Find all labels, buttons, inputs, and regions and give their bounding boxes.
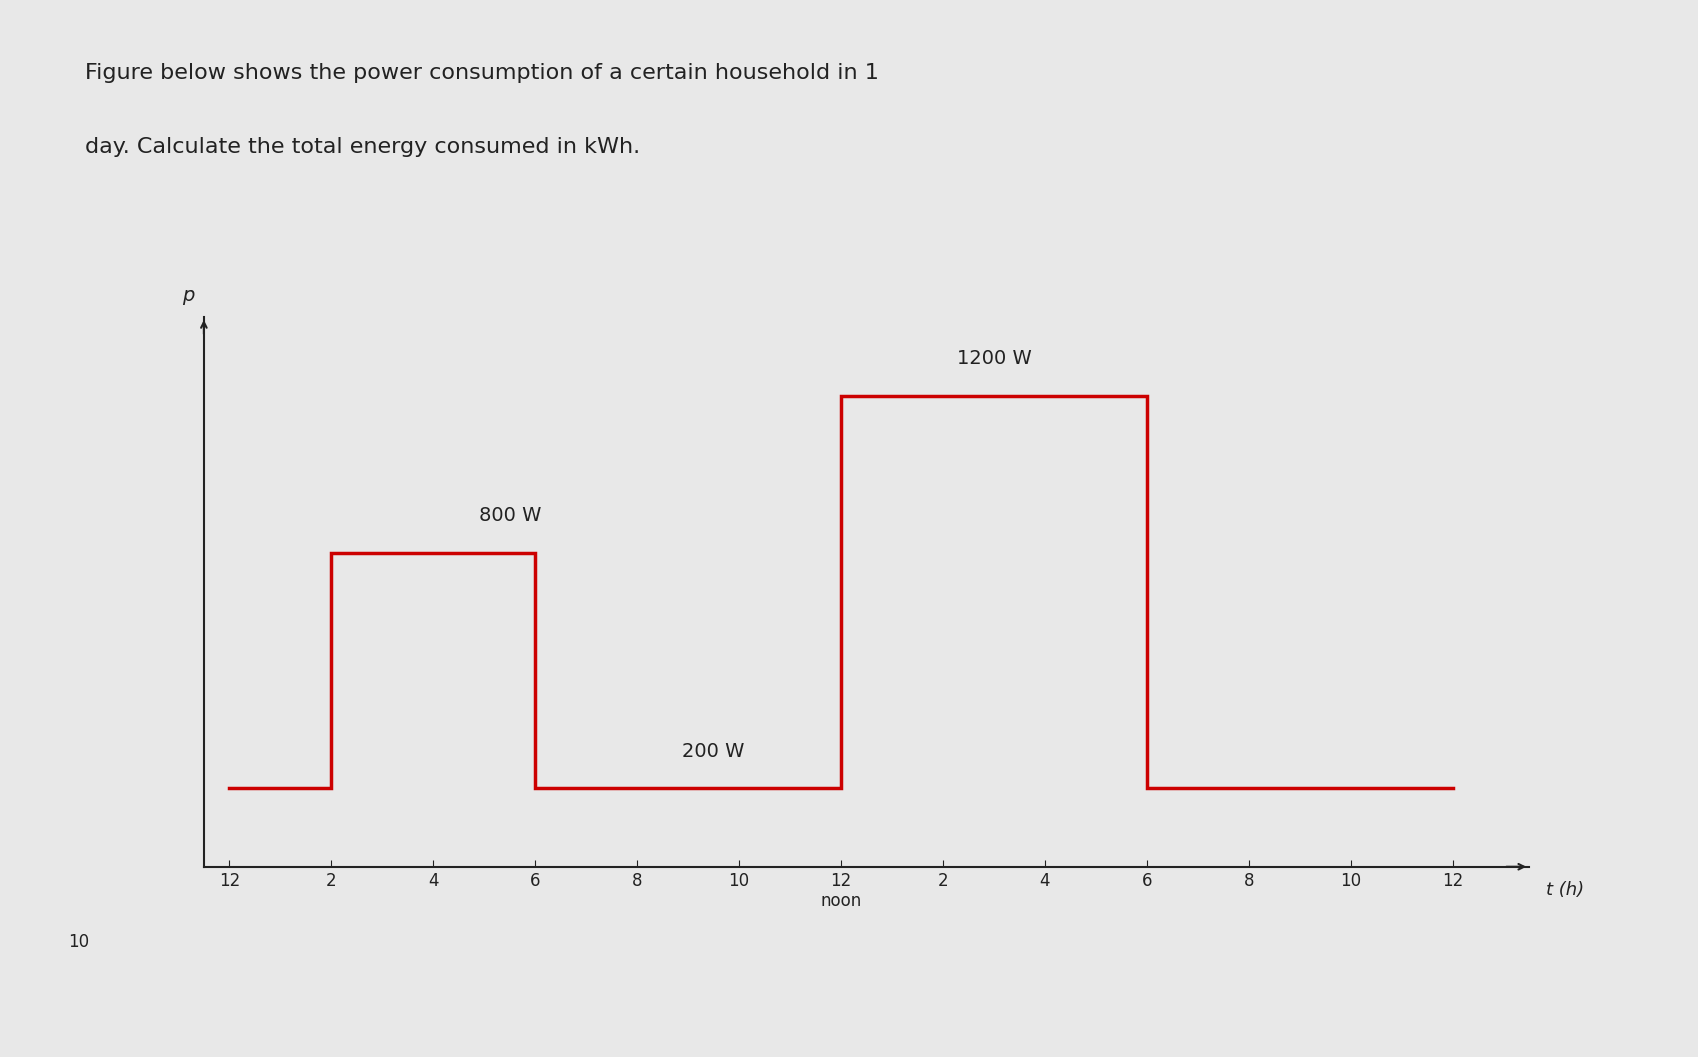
Text: 200 W: 200 W	[683, 742, 744, 761]
Text: t (h): t (h)	[1545, 882, 1583, 900]
Text: 10: 10	[68, 933, 88, 951]
Text: Figure below shows the power consumption of a certain household in 1: Figure below shows the power consumption…	[85, 63, 878, 84]
Text: 800 W: 800 W	[479, 506, 540, 525]
Text: 1200 W: 1200 W	[956, 349, 1031, 368]
Text: day. Calculate the total energy consumed in kWh.: day. Calculate the total energy consumed…	[85, 137, 640, 157]
Text: p: p	[182, 286, 195, 305]
